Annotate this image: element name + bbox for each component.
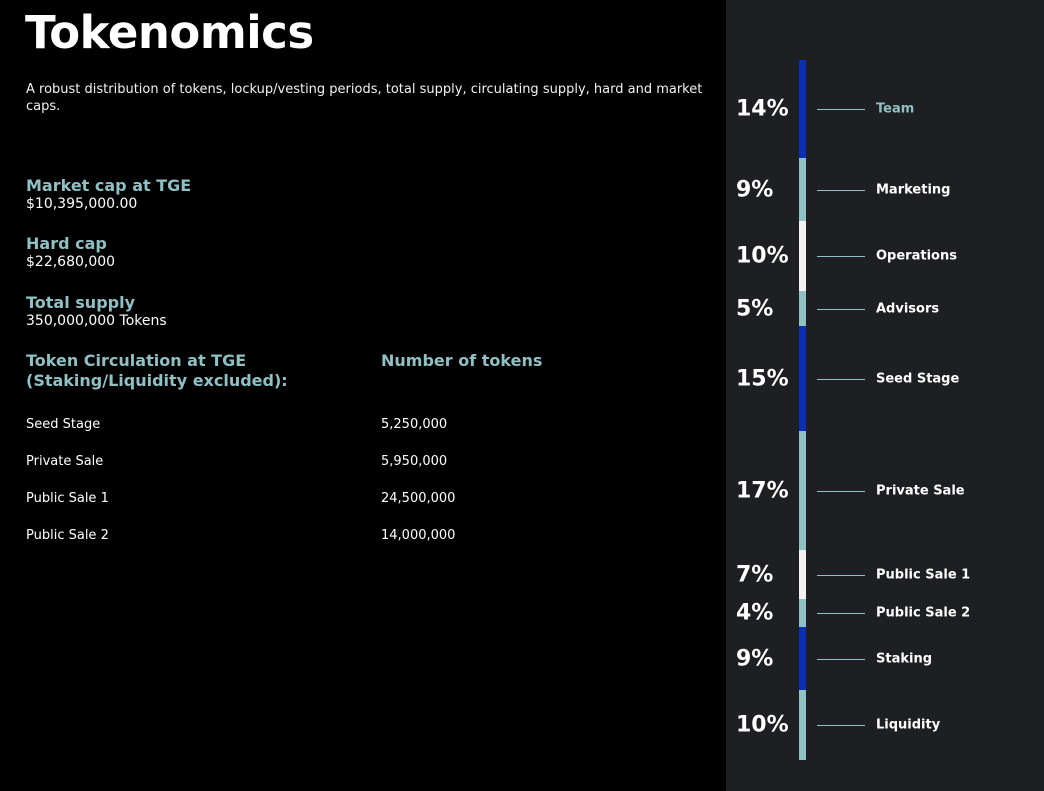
segment-label: Seed Stage <box>876 371 960 386</box>
segment-percent: 15% <box>736 366 789 391</box>
segment-percent: 14% <box>736 96 789 122</box>
circulation-row-tokens: 5,950,000 <box>381 454 448 469</box>
circulation-heading: Token Circulation at TGE (Staking/Liquid… <box>26 351 288 391</box>
bar-segment <box>799 291 806 326</box>
segment-label: Marketing <box>876 182 951 197</box>
segment-connector <box>817 575 865 576</box>
segment-label: Public Sale 1 <box>876 567 971 582</box>
segment-connector <box>817 256 865 257</box>
segment-label: Operations <box>876 248 957 264</box>
segment-connector <box>817 379 865 380</box>
bar-segment <box>799 158 806 221</box>
circulation-row-name: Private Sale <box>26 454 104 469</box>
segment-connector <box>817 109 865 110</box>
circulation-row-name: Public Sale 2 <box>26 528 109 543</box>
stat-value: $10,395,000.00 <box>26 196 138 212</box>
segment-label: Team <box>876 101 915 117</box>
segment-percent: 7% <box>736 562 774 587</box>
bar-segment <box>799 60 806 158</box>
bar-segment <box>799 627 806 690</box>
stat-total-supply: Total supply 350,000,000 Tokens <box>26 293 167 330</box>
segment-connector <box>817 725 865 726</box>
circulation-row-tokens: 5,250,000 <box>381 417 448 432</box>
segment-percent: 5% <box>736 296 774 321</box>
segment-percent: 10% <box>736 243 789 269</box>
circulation-row-tokens: 24,500,000 <box>381 491 456 506</box>
circulation-heading-line2: (Staking/Liquidity excluded): <box>26 371 288 390</box>
stat-hard-cap: Hard cap $22,680,000 <box>26 234 115 271</box>
bar-segment <box>799 690 806 760</box>
segment-percent: 17% <box>736 478 789 503</box>
segment-connector <box>817 309 865 310</box>
segment-label: Advisors <box>876 301 940 316</box>
stat-label: Total supply <box>26 293 136 312</box>
stat-value: 350,000,000 Tokens <box>26 313 167 329</box>
segment-label: Liquidity <box>876 717 941 733</box>
bar-segment <box>799 599 806 627</box>
segment-percent: 10% <box>736 712 789 738</box>
circulation-row-name: Public Sale 1 <box>26 491 109 506</box>
segment-percent: 9% <box>736 646 774 671</box>
distribution-panel <box>726 0 1044 791</box>
bar-segment <box>799 221 806 291</box>
stat-value: $22,680,000 <box>26 254 116 270</box>
stat-label: Market cap at TGE <box>26 176 192 195</box>
bar-segment <box>799 326 806 431</box>
segment-percent: 4% <box>736 600 774 626</box>
info-panel <box>0 0 726 791</box>
segment-connector <box>817 613 865 614</box>
circulation-heading-line1: Token Circulation at TGE <box>26 351 247 370</box>
bar-segment <box>799 550 806 599</box>
segment-connector <box>817 659 865 660</box>
circulation-row-name: Seed Stage <box>26 417 101 432</box>
circulation-row-tokens: 14,000,000 <box>381 528 456 543</box>
stat-label: Hard cap <box>26 234 107 253</box>
segment-label: Staking <box>876 651 933 666</box>
bar-segment <box>799 431 806 550</box>
segment-connector <box>817 190 865 191</box>
segment-label: Private Sale <box>876 483 965 498</box>
segment-percent: 9% <box>736 177 774 202</box>
number-of-tokens-heading: Number of tokens <box>381 351 543 370</box>
page-subtitle: A robust distribution of tokens, lockup/… <box>26 82 703 114</box>
stat-market-cap: Market cap at TGE $10,395,000.00 <box>26 176 191 213</box>
segment-connector <box>817 491 865 492</box>
segment-label: Public Sale 2 <box>876 605 971 621</box>
page-title: Tokenomics <box>25 6 314 59</box>
